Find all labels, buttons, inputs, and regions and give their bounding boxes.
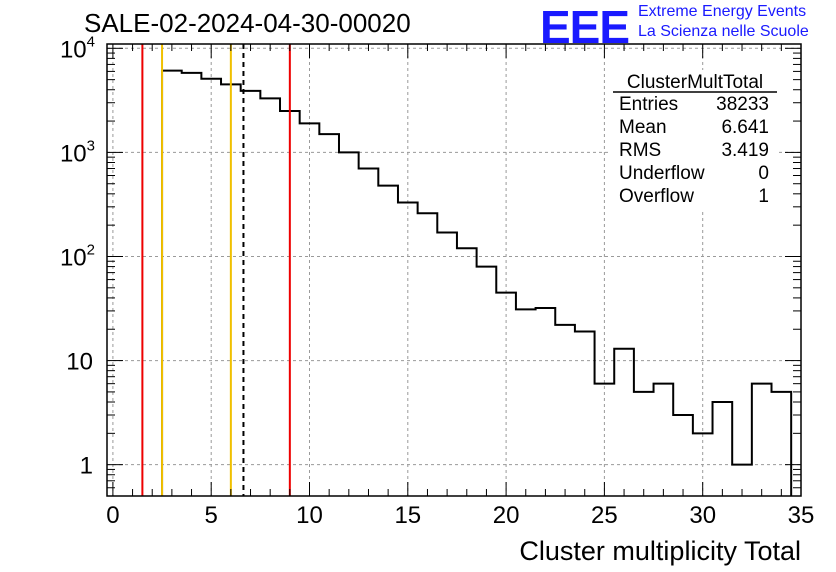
histogram-bin	[182, 73, 202, 496]
logo-text-line2: La Scienza nelle Scuole	[638, 23, 809, 40]
y-tick-label: 1	[80, 453, 93, 480]
x-tick-label: 10	[296, 502, 323, 529]
x-tick-label: 30	[689, 502, 716, 529]
histogram-bin	[713, 402, 733, 496]
plot-frame	[106, 43, 802, 497]
histogram-bin	[398, 203, 418, 496]
stats-name: ClusterMultTotal	[627, 72, 763, 93]
histogram-bin	[673, 415, 693, 496]
histogram-bin	[536, 308, 556, 496]
x-tick-label: 15	[394, 502, 421, 529]
histogram-bin	[300, 123, 320, 496]
x-axis: 0 5 10 15 20 25 30 35	[106, 44, 814, 529]
histogram-bin	[575, 332, 595, 496]
histogram-bin	[378, 186, 398, 496]
y-tick-label: 10	[66, 349, 93, 376]
stats-label: Overflow	[619, 186, 694, 207]
histogram-bin	[359, 169, 379, 496]
stats-value: 3.419	[721, 140, 769, 161]
stats-label: RMS	[619, 140, 661, 161]
chart-title: SALE-02-2024-04-30-00020	[84, 8, 411, 38]
histogram-bin	[555, 325, 575, 496]
histogram-bin	[496, 293, 516, 496]
histogram-bin	[752, 384, 772, 496]
y-tick-label: 102	[60, 241, 95, 271]
x-axis-label: Cluster multiplicity Total	[519, 536, 801, 566]
stats-value: 0	[758, 163, 769, 184]
histogram-outline	[161, 69, 793, 496]
y-tick-label: 103	[60, 137, 95, 167]
stats-label: Underflow	[619, 163, 705, 184]
histogram-bin	[457, 248, 477, 496]
histogram-bin	[477, 267, 497, 496]
histogram-bin	[162, 71, 182, 496]
histogram-bin	[516, 309, 536, 496]
y-tick-label: 104	[60, 33, 95, 63]
stats-value: 1	[758, 186, 769, 207]
histogram-bin	[201, 79, 221, 496]
histogram-bin	[319, 134, 339, 496]
x-tick-label: 25	[591, 502, 618, 529]
stats-value: 38233	[716, 94, 769, 115]
stats-label: Entries	[619, 94, 678, 115]
x-tick-label: 20	[493, 502, 520, 529]
x-tick-label: 35	[788, 502, 815, 529]
stats-value: 6.641	[721, 117, 769, 138]
x-tick-label: 5	[205, 502, 218, 529]
logo-text-line1: Extreme Energy Events	[638, 3, 807, 20]
histogram-bin	[260, 98, 280, 496]
histogram-bin	[634, 392, 654, 496]
histogram-bin	[614, 349, 634, 496]
histogram-bin	[437, 232, 457, 496]
histogram-bin	[595, 384, 615, 496]
stats-box-bg	[611, 70, 779, 212]
histogram-bin	[339, 152, 359, 496]
histogram-bin	[654, 384, 674, 496]
stats-label: Mean	[619, 117, 667, 138]
histogram-bin	[418, 213, 438, 496]
histogram-bin	[772, 392, 792, 496]
x-tick-label: 0	[106, 502, 119, 529]
